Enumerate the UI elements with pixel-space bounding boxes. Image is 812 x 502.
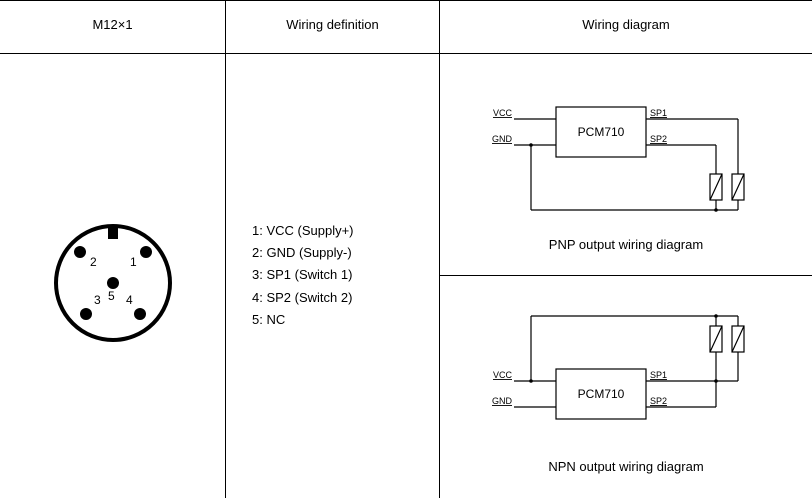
connector-cell: 1 2 3 45 [0, 54, 225, 498]
wiring-def-line: 3: SP1 (Switch 1) [252, 264, 439, 286]
npn-caption: NPN output wiring diagram [548, 459, 703, 474]
svg-text:GND: GND [492, 134, 513, 144]
wiring-def-line: 1: VCC (Supply+) [252, 220, 439, 242]
svg-text:PCM710: PCM710 [578, 125, 625, 139]
header-connector: M12×1 [0, 0, 225, 54]
wiring-diagram-cell: PCM710 VCC GND SP1 SP2 PNP output wiring dia… [440, 54, 812, 498]
svg-text:4: 4 [126, 293, 133, 307]
svg-text:PCM710: PCM710 [578, 387, 625, 401]
wiring-def-line: 2: GND (Supply-) [252, 242, 439, 264]
pnp-diagram-block: PCM710 VCC GND SP1 SP2 PNP output wiring dia… [440, 54, 812, 277]
svg-text:SP1: SP1 [650, 370, 667, 380]
header-wiring-def: Wiring definition [225, 0, 440, 54]
svg-text:2: 2 [90, 255, 97, 269]
wiring-def-line: 4: SP2 (Switch 2) [252, 287, 439, 309]
npn-diagram-block: PCM710 VCC GND SP1 SP2 NPN output wiring dia… [440, 276, 812, 498]
wiring-def-list: 1: VCC (Supply+)2: GND (Supply-)3: SP1 (… [226, 220, 439, 330]
svg-text:VCC: VCC [493, 108, 513, 118]
svg-text:1: 1 [130, 255, 137, 269]
svg-text:VCC: VCC [493, 370, 513, 380]
wiring-def-line: 5: NC [252, 309, 439, 331]
svg-text:3: 3 [94, 293, 101, 307]
svg-text:SP1: SP1 [650, 108, 667, 118]
npn-wiring-svg: PCM710 VCC GND SP1 SP2 [476, 299, 776, 449]
wiring-def-cell: 1: VCC (Supply+)2: GND (Supply-)3: SP1 (… [225, 54, 440, 498]
svg-text:SP2: SP2 [650, 396, 667, 406]
m12-connector-drawing: 1 2 3 45 [38, 196, 188, 356]
svg-text:SP2: SP2 [650, 134, 667, 144]
pnp-wiring-svg: PCM710 VCC GND SP1 SP2 [476, 77, 776, 227]
pnp-caption: PNP output wiring diagram [549, 237, 703, 252]
svg-text:GND: GND [492, 396, 513, 406]
header-wiring-diagram: Wiring diagram [440, 0, 812, 54]
svg-text:5: 5 [108, 289, 115, 303]
